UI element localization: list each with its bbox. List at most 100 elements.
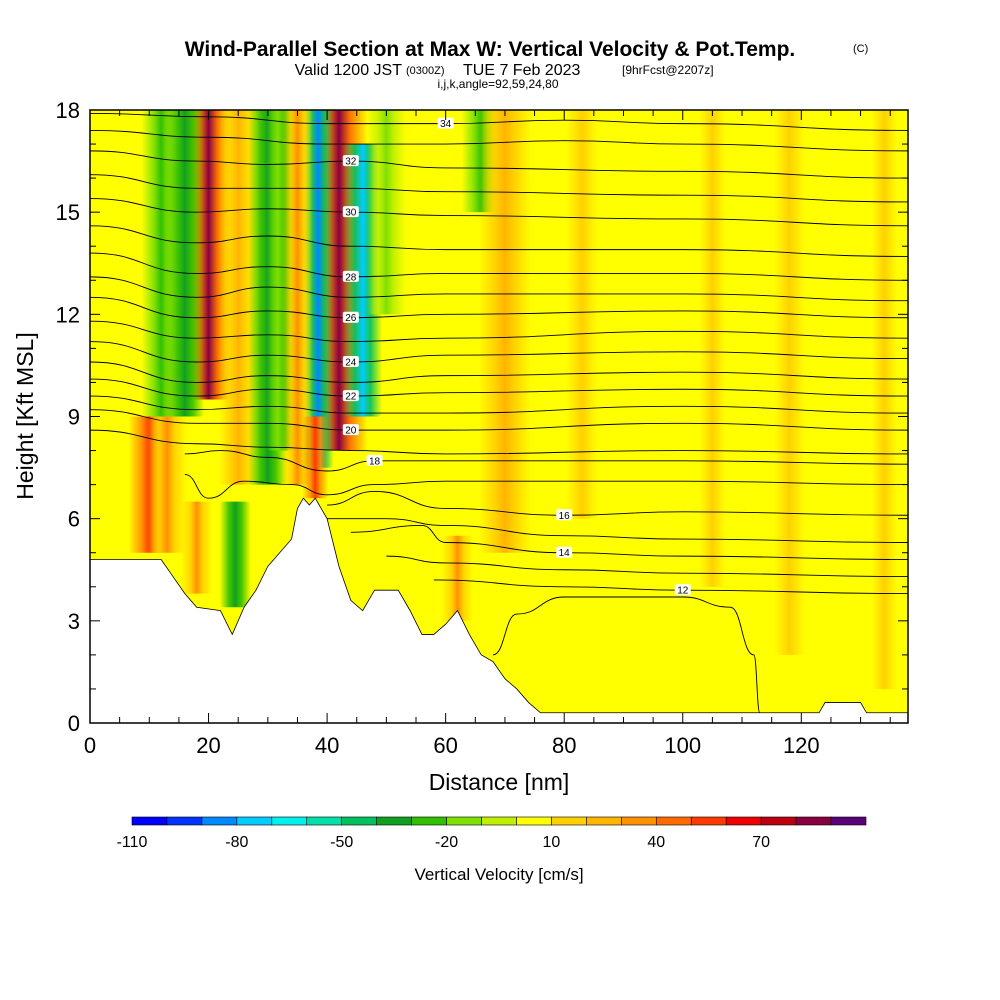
x-tick-label: 80 — [552, 733, 576, 758]
y-tick-label: 0 — [68, 711, 80, 736]
theta-contour-dome — [492, 596, 761, 714]
contour-label-bg — [342, 356, 359, 368]
y-tick-label: 6 — [68, 507, 80, 532]
theta-contour-line — [90, 361, 908, 383]
theta-contour-line — [184, 450, 908, 472]
theta-contour-line — [90, 129, 908, 152]
title-utc: (0300Z) — [406, 65, 445, 77]
theta-contour-line — [90, 378, 908, 397]
title-valid: Valid 1200 JST — [295, 62, 403, 79]
theta-contour-line — [433, 579, 908, 595]
contour-label: 34 — [440, 119, 452, 130]
y-axis-label: Height [Kft MSL] — [12, 332, 38, 499]
colorbar-tick-label: -20 — [435, 834, 458, 851]
terrain-outline — [90, 497, 908, 714]
contour-label-bg — [342, 270, 359, 282]
theta-contour-line — [90, 429, 908, 455]
velocity-streak — [679, 110, 745, 587]
y-tick-label: 3 — [68, 609, 80, 634]
x-tick-label: 120 — [783, 733, 820, 758]
theta-contour-line — [90, 252, 908, 281]
contour-label-bg — [342, 155, 359, 167]
y-tick-label: 18 — [56, 98, 80, 123]
colorbar-tick-label: 40 — [647, 834, 665, 851]
colorbar-swatch — [655, 816, 692, 826]
theta-contour-line — [90, 395, 908, 414]
contour-label-bg — [342, 424, 359, 436]
contour-label-bg — [437, 117, 454, 129]
colorbar-swatch — [795, 816, 832, 826]
colorbar-swatch — [236, 816, 273, 826]
colorbar-swatch — [341, 816, 377, 826]
contour-label: 30 — [345, 208, 357, 219]
theta-contour-line — [327, 490, 908, 516]
velocity-streak — [851, 110, 908, 689]
velocity-streak — [441, 535, 474, 621]
velocity-streak — [750, 110, 829, 655]
colorbar-tick-label: 10 — [543, 834, 561, 851]
theta-contour-line — [90, 225, 908, 257]
contour-label-bg — [342, 311, 359, 323]
colorbar-swatch — [725, 816, 762, 826]
contour-label-bg — [556, 509, 573, 521]
colorbar-swatch — [586, 816, 622, 826]
colorbar: -110 -80 -50 -20 10 40 70 — [117, 816, 867, 851]
velocity-streak — [478, 110, 532, 553]
colorbar-swatch — [481, 816, 517, 826]
x-axis: 0 20 40 60 80 100 120 — [84, 110, 891, 758]
contour-label: 16 — [559, 511, 571, 522]
terrain-mask — [90, 498, 908, 723]
contour-label: 14 — [559, 548, 571, 559]
y-axis: 0 3 6 9 12 15 18 — [56, 98, 908, 736]
y-tick-label: 9 — [68, 405, 80, 430]
colorbar-tick-label: -50 — [330, 834, 353, 851]
contour-label: 12 — [677, 586, 689, 597]
colorbar-swatch — [516, 816, 552, 826]
title-copyright: (C) — [853, 43, 868, 55]
theta-contour-line — [184, 473, 908, 499]
contour-label: 28 — [345, 272, 357, 283]
velocity-field — [128, 110, 908, 689]
theta-contour-line — [90, 174, 908, 203]
contour-label: 24 — [345, 358, 357, 369]
colorbar-tick-label: -80 — [225, 834, 248, 851]
theta-contour-line — [90, 341, 908, 363]
colorbar-swatch — [376, 816, 412, 826]
x-tick-label: 40 — [315, 733, 339, 758]
title-forecast: [9hrFcst@2207z] — [622, 63, 714, 77]
colorbar-swatch — [131, 816, 168, 826]
y-tick-label: 12 — [56, 302, 80, 327]
colorbar-swatch — [551, 816, 587, 826]
colorbar-swatch — [690, 816, 727, 826]
chart-title: Wind-Parallel Section at Max W: Vertical… — [185, 38, 869, 91]
colorbar-title: Vertical Velocity [cm/s] — [414, 865, 583, 884]
colorbar-swatch — [306, 816, 343, 826]
velocity-streak — [281, 110, 314, 485]
colorbar-tick-label: 70 — [752, 834, 770, 851]
theta-contour-line — [90, 296, 908, 319]
y-tick-label: 15 — [56, 200, 80, 225]
contour-label: 18 — [369, 456, 381, 467]
colorbar-swatch — [621, 816, 657, 826]
velocity-streak — [181, 501, 213, 594]
theta-contour-line — [90, 276, 908, 302]
x-tick-label: 0 — [84, 733, 96, 758]
colorbar-swatch — [411, 816, 447, 826]
contour-label-bg — [366, 454, 383, 466]
velocity-streak — [542, 110, 622, 519]
colorbar-swatch — [166, 816, 203, 826]
contour-label: 20 — [345, 426, 357, 437]
colorbar-swatch — [201, 816, 238, 826]
title-main: Wind-Parallel Section at Max W: Vertical… — [185, 38, 796, 61]
colorbar-swatch — [830, 816, 867, 826]
theta-contour-line — [327, 518, 908, 543]
title-date: TUE 7 Feb 2023 — [463, 62, 581, 79]
theta-contour-line — [90, 150, 908, 179]
colorbar-tick-label: -110 — [117, 834, 148, 851]
plot-area: 34 32 30 28 26 24 22 20 18 16 14 12 — [90, 110, 908, 723]
velocity-streak — [147, 416, 187, 553]
contour-label-bg — [674, 584, 691, 596]
contour-label-bg — [342, 390, 359, 402]
colorbar-swatch — [446, 816, 482, 826]
velocity-streak — [218, 110, 258, 485]
